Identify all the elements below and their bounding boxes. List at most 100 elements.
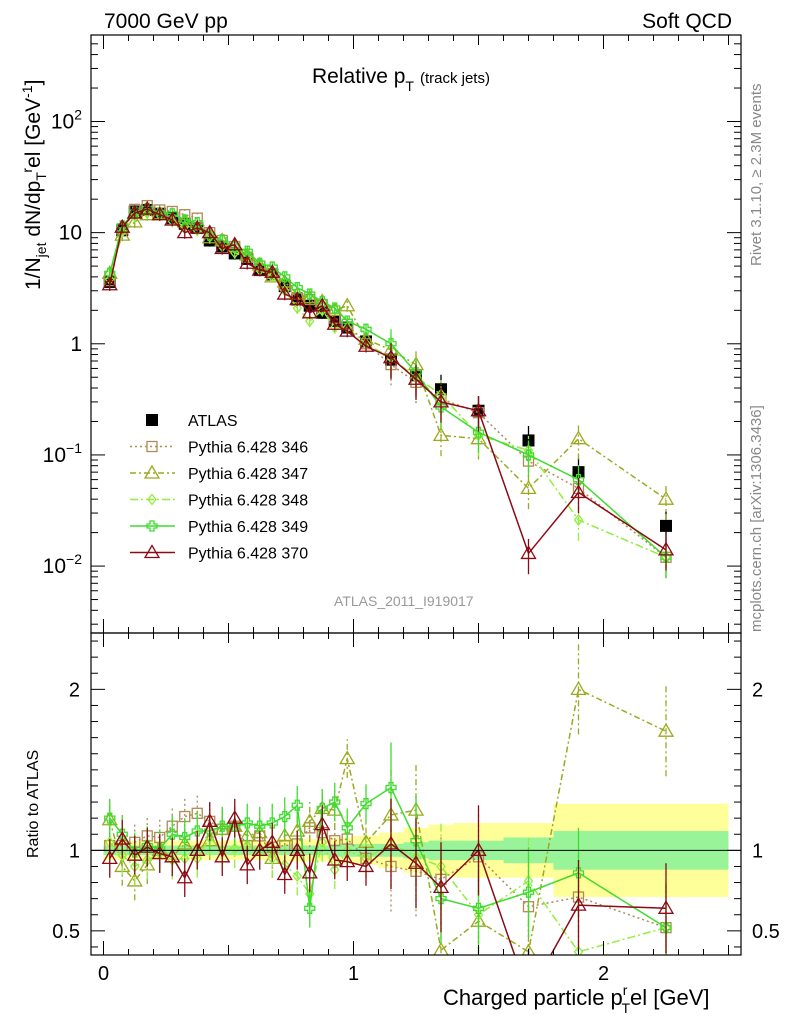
ratio-y-tick-label: 1 bbox=[69, 840, 80, 862]
top-panel-frame bbox=[90, 34, 742, 634]
data-point-pythia-6-428-370 bbox=[239, 856, 256, 871]
y-tick-label: 10 bbox=[59, 222, 82, 245]
x-tick-label: 1 bbox=[348, 963, 359, 985]
data-point-pythia-6-428-370 bbox=[189, 219, 206, 234]
data-point-pythia-6-428-349 bbox=[410, 835, 422, 847]
header-right: Soft QCD bbox=[642, 10, 732, 33]
legend-label-atlas: ATLAS bbox=[188, 413, 238, 430]
x-tick-label: 0 bbox=[98, 963, 109, 985]
data-point-pythia-6-428-347 bbox=[520, 480, 537, 495]
data-point-pythia-6-428-349 bbox=[229, 240, 241, 253]
data-point-pythia-6-428-348 bbox=[573, 945, 584, 955]
ratio-y-tick-label-right: 1 bbox=[752, 840, 763, 862]
data-point-pythia-6-428-348 bbox=[304, 315, 315, 328]
data-point-pythia-6-428-370 bbox=[301, 864, 318, 879]
data-point-pythia-6-428-370 bbox=[382, 349, 400, 364]
data-point-pythia-6-428-370 bbox=[357, 858, 375, 873]
data-point-pythia-6-428-349 bbox=[435, 893, 447, 905]
data-point-pythia-6-428-370 bbox=[432, 879, 450, 894]
header-left: 7000 GeV pp bbox=[104, 10, 228, 33]
data-point-pythia-6-428-349 bbox=[291, 799, 303, 811]
data-point-pythia-6-428-370 bbox=[301, 304, 318, 319]
data-point-pythia-6-428-348 bbox=[267, 270, 278, 283]
data-point-pythia-6-428-348 bbox=[229, 842, 240, 855]
data-point-pythia-6-428-370 bbox=[570, 896, 587, 911]
data-point-pythia-6-428-348 bbox=[573, 513, 584, 526]
series-line-pythia-6-428-349 bbox=[109, 786, 667, 929]
chart-title-note: (track jets) bbox=[420, 70, 490, 87]
data-point-pythia-6-428-349 bbox=[472, 426, 485, 438]
data-point-pythia-6-428-349 bbox=[360, 323, 372, 335]
x-axis-label: Charged particle pr Tel [GeV] bbox=[443, 982, 710, 1016]
data-point-pythia-6-428-370 bbox=[339, 853, 356, 868]
data-point-pythia-6-428-347 bbox=[521, 943, 536, 955]
data-point-pythia-6-428-347 bbox=[432, 427, 450, 442]
data-point-pythia-6-428-370 bbox=[226, 809, 243, 824]
analysis-watermark: ATLAS_2011_I919017 bbox=[334, 593, 474, 609]
data-point-pythia-6-428-370 bbox=[326, 315, 343, 330]
data-point-pythia-6-428-370 bbox=[164, 848, 181, 863]
y-tick-label: 10−2 bbox=[43, 551, 83, 578]
legend-marker-pythia-6-428-346 bbox=[146, 440, 158, 453]
data-point-pythia-6-428-349 bbox=[254, 820, 266, 832]
data-point-pythia-6-428-347 bbox=[276, 827, 293, 842]
data-point-pythia-6-428-349 bbox=[179, 214, 191, 226]
data-point-pythia-6-428-349 bbox=[279, 810, 291, 823]
data-point-pythia-6-428-370 bbox=[264, 263, 281, 278]
data-point-pythia-6-428-349 bbox=[385, 781, 397, 794]
data-point-pythia-6-428-347 bbox=[126, 213, 143, 228]
data-point-pythia-6-428-347 bbox=[570, 430, 587, 445]
data-point-pythia-6-428-349 bbox=[304, 902, 316, 914]
ratio-y-tick-label-right: 0.5 bbox=[752, 921, 780, 943]
data-point-pythia-6-428-370 bbox=[314, 816, 331, 831]
chart-title-sub: T bbox=[405, 78, 414, 94]
data-point-pythia-6-428-370 bbox=[151, 206, 168, 221]
data-point-pythia-6-428-370 bbox=[151, 845, 168, 860]
data-point-pythia-6-428-370 bbox=[164, 211, 181, 226]
series-line-pythia-6-428-346 bbox=[109, 812, 667, 929]
data-point-pythia-6-428-349 bbox=[116, 828, 128, 840]
data-point-pythia-6-428-349 bbox=[216, 820, 228, 832]
data-point-pythia-6-428-347 bbox=[433, 941, 449, 955]
ratio-panel-series bbox=[101, 644, 675, 955]
data-point-pythia-6-428-370 bbox=[214, 848, 231, 863]
data-point-pythia-6-428-370 bbox=[226, 236, 243, 251]
data-point-pythia-6-428-370 bbox=[201, 224, 218, 239]
data-point-pythia-6-428-349 bbox=[472, 902, 485, 914]
legend-label-pythia-6-428-348: Pythia 6.428 348 bbox=[188, 493, 308, 510]
data-point-pythia-6-428-370 bbox=[570, 484, 587, 499]
rivet-label: Rivet 3.1.10, ≥ 2.3M events bbox=[748, 84, 765, 267]
ratio-y-tick-label: 2 bbox=[69, 679, 80, 701]
data-point-pythia-6-428-349 bbox=[179, 831, 191, 844]
data-point-atlas bbox=[660, 519, 672, 532]
data-point-pythia-6-428-370 bbox=[101, 850, 118, 865]
data-point-pythia-6-428-349 bbox=[572, 473, 585, 486]
data-point-pythia-6-428-370 bbox=[357, 337, 375, 352]
data-point-pythia-6-428-370 bbox=[432, 393, 450, 408]
data-point-pythia-6-428-370 bbox=[289, 291, 306, 306]
data-point-pythia-6-428-349 bbox=[304, 288, 316, 300]
data-point-pythia-6-428-349 bbox=[166, 208, 178, 220]
data-point-pythia-6-428-349 bbox=[435, 401, 447, 413]
data-point-pythia-6-428-347 bbox=[570, 681, 587, 695]
data-point-pythia-6-428-349 bbox=[266, 817, 278, 829]
top-panel-series bbox=[101, 199, 675, 579]
chart-title: Relative pT (track jets) bbox=[312, 65, 490, 94]
legend-label-pythia-6-428-349: Pythia 6.428 349 bbox=[188, 519, 308, 536]
data-point-pythia-6-428-348 bbox=[229, 246, 240, 259]
data-point-pythia-6-428-347 bbox=[657, 490, 675, 505]
data-point-pythia-6-428-370 bbox=[407, 854, 425, 869]
x-tick-label: 2 bbox=[598, 963, 609, 985]
data-point-pythia-6-428-348 bbox=[292, 870, 303, 883]
ratio-panel-frame bbox=[90, 632, 742, 956]
legend-label-pythia-6-428-370: Pythia 6.428 370 bbox=[188, 546, 308, 563]
legend-marker-pythia-6-428-349 bbox=[146, 520, 158, 532]
data-point-pythia-6-428-348 bbox=[267, 852, 278, 865]
data-point-pythia-6-428-349 bbox=[166, 828, 178, 840]
data-point-pythia-6-428-370 bbox=[126, 204, 143, 219]
data-point-pythia-6-428-370 bbox=[176, 224, 193, 239]
data-point-pythia-6-428-348 bbox=[142, 207, 153, 220]
data-point-pythia-6-428-370 bbox=[470, 402, 487, 417]
y-axis-label: 1/Njet dN/dpTrel [GeV-1] bbox=[19, 80, 49, 290]
data-point-pythia-6-428-347 bbox=[657, 722, 675, 737]
